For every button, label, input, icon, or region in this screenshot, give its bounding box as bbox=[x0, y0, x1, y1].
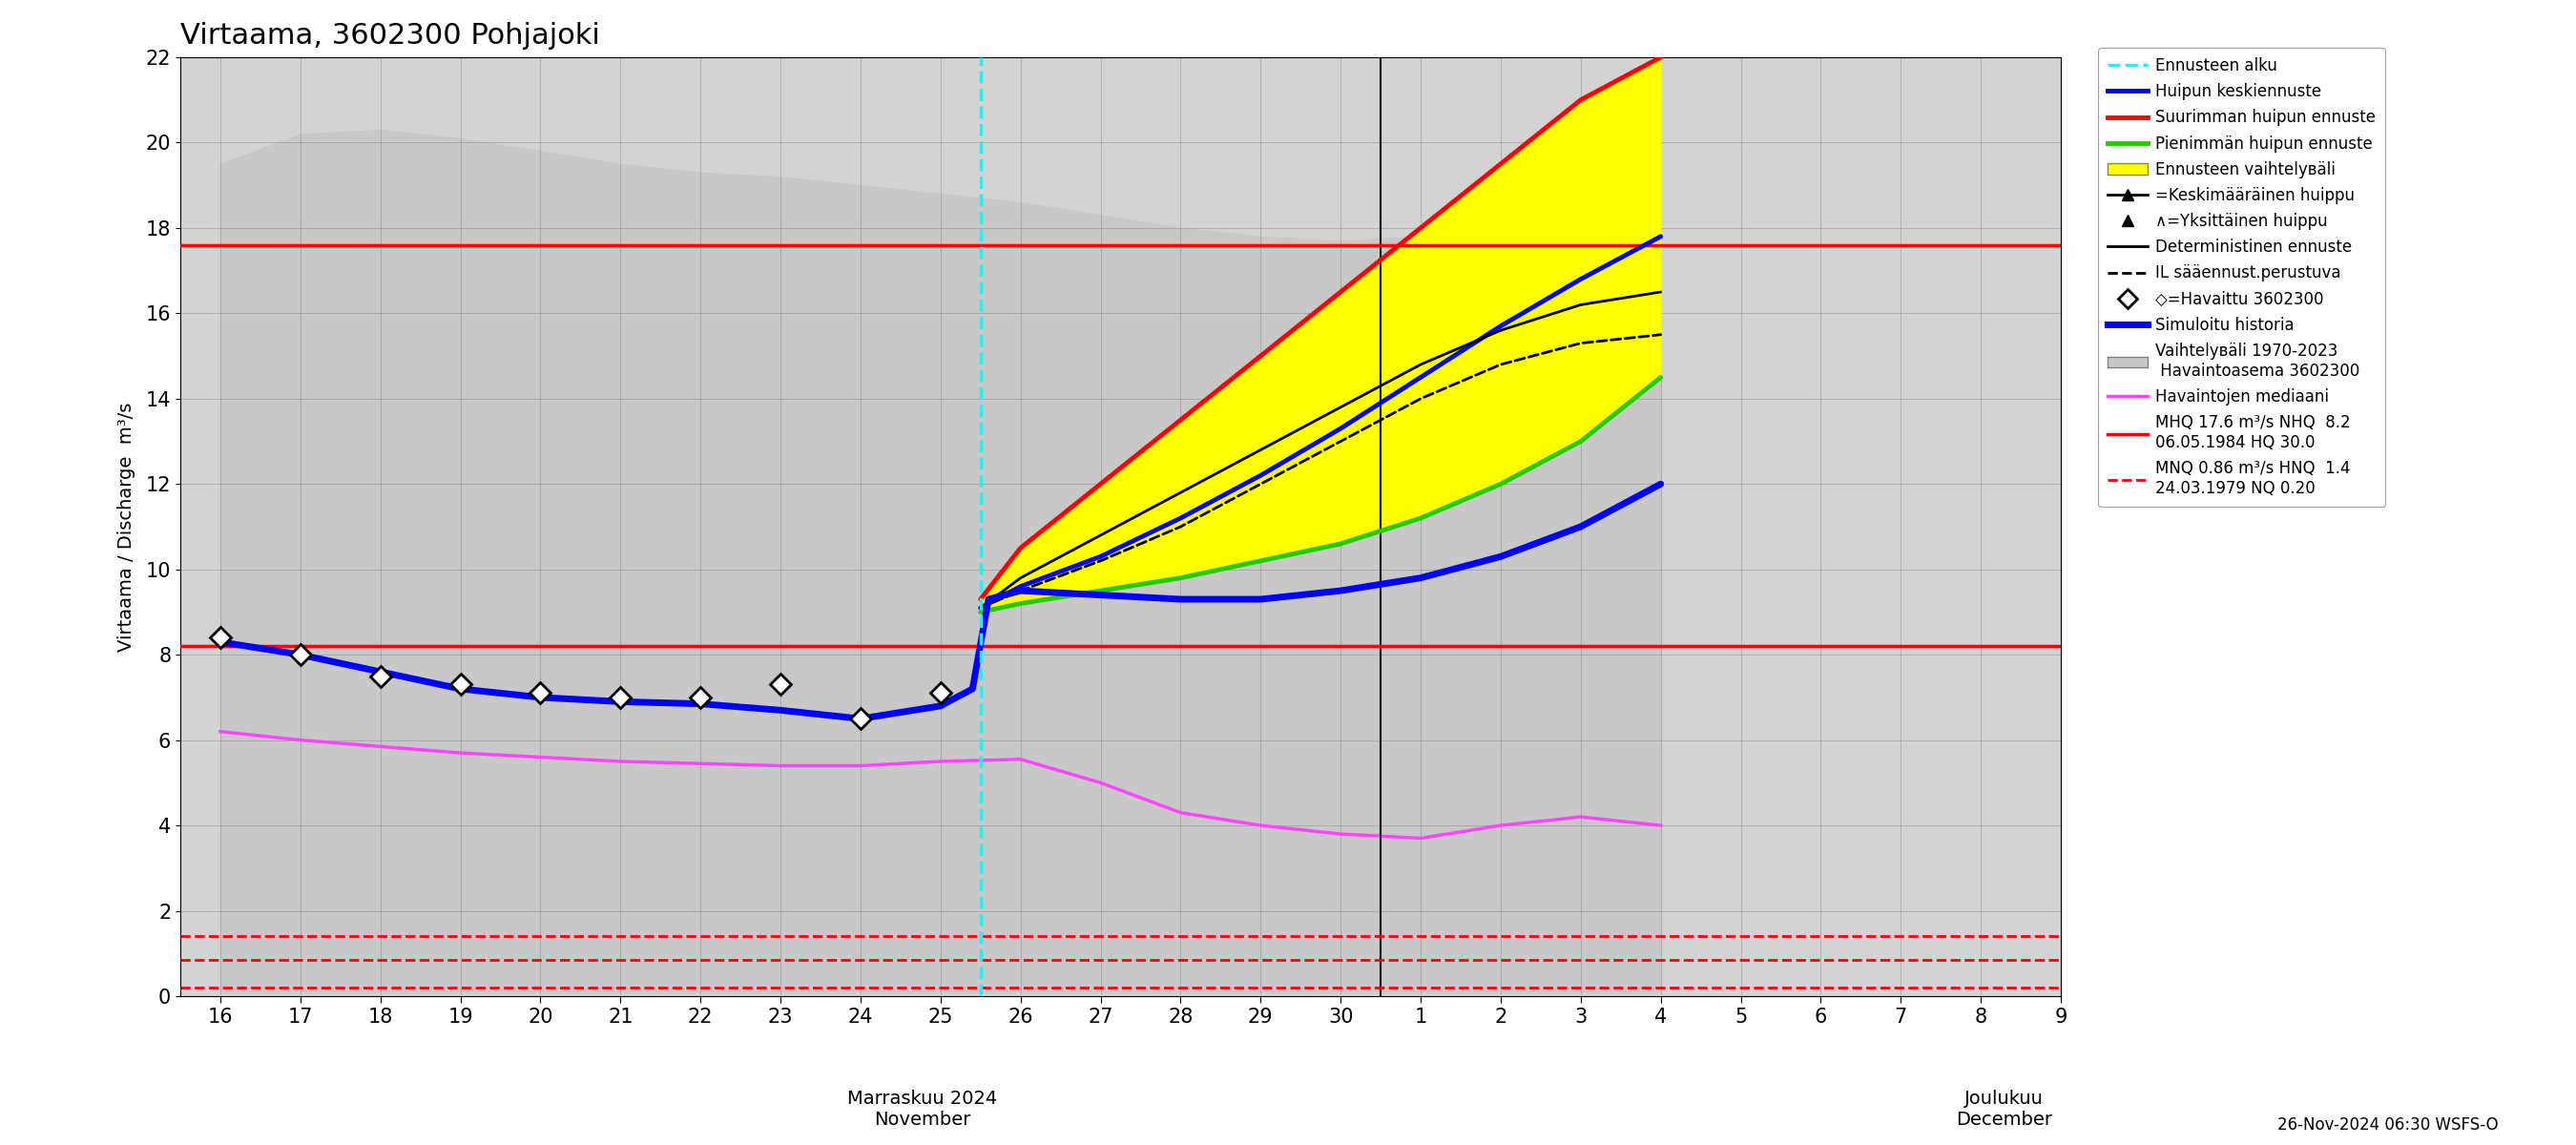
Legend: Ennusteen alku, Huipun keskiennuste, Suurimman huipun ennuste, Pienimmän huipun : Ennusteen alku, Huipun keskiennuste, Suu… bbox=[2099, 48, 2385, 506]
Text: Joulukuu
December: Joulukuu December bbox=[1955, 1090, 2053, 1129]
Text: Marraskuu 2024
November: Marraskuu 2024 November bbox=[848, 1090, 997, 1129]
Text: Virtaama, 3602300 Pohjajoki: Virtaama, 3602300 Pohjajoki bbox=[180, 22, 600, 49]
Text: 26-Nov-2024 06:30 WSFS-O: 26-Nov-2024 06:30 WSFS-O bbox=[2277, 1116, 2499, 1134]
Y-axis label: Virtaama / Discharge  m³/s: Virtaama / Discharge m³/s bbox=[116, 402, 134, 652]
